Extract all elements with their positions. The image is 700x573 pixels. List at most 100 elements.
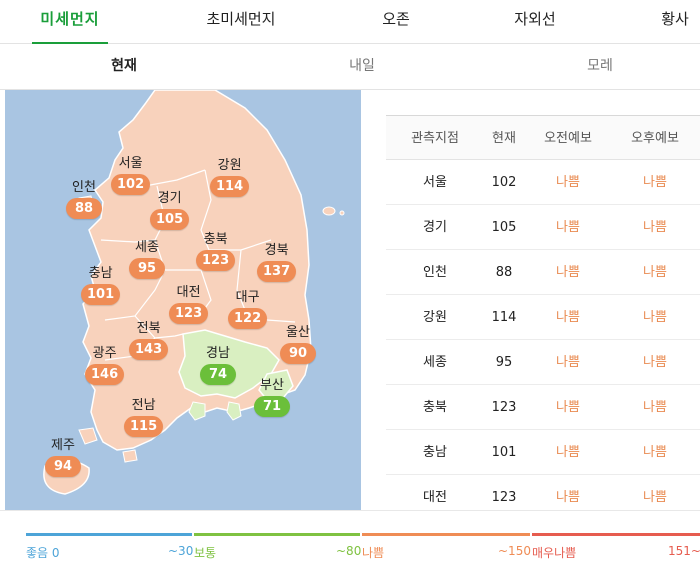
station-name: 서울 [423, 175, 447, 190]
aqi-legend: 좋음 0 ~30 보통 ~80 나쁨 ~150 매우나쁨 151~ [0, 510, 700, 573]
tab-fine-dust[interactable]: 미세먼지 [32, 0, 108, 45]
day-tabs: 현재 내일 모레 [0, 44, 700, 90]
sw-island-2 [122, 449, 138, 463]
dokdo-island [339, 210, 345, 216]
table-header: 관측지점 현재 오전예보 오후예보 [386, 115, 700, 160]
pm-forecast: 나쁨 [643, 175, 667, 190]
region-name: 강원 [217, 158, 242, 173]
legend-bad-label: 나쁨 [362, 546, 385, 560]
tab-tomorrow[interactable]: 내일 [349, 58, 375, 74]
legend-normal-range-end: ~80 [336, 544, 362, 558]
sw-island-1 [78, 427, 98, 445]
region-gangwon[interactable]: 강원 114 [210, 158, 250, 197]
pm-forecast: 나쁨 [643, 490, 667, 505]
current-value: 88 [495, 265, 513, 280]
region-value-badge: 94 [45, 456, 81, 477]
region-gyeongbuk[interactable]: 경북 137 [257, 243, 297, 282]
table-row: 서울 102 나쁨 나쁨 [386, 160, 700, 205]
tab-day-after-tomorrow[interactable]: 모레 [587, 58, 613, 74]
region-jeonbuk[interactable]: 전북 143 [129, 321, 169, 360]
region-value-badge: 105 [150, 209, 190, 230]
geoje-island [226, 401, 242, 421]
region-ulsan[interactable]: 울산 90 [280, 325, 316, 364]
am-forecast: 나쁨 [556, 175, 580, 190]
region-name: 제주 [51, 438, 75, 453]
tab-ultrafine-dust[interactable]: 초미세먼지 [206, 10, 276, 28]
station-table: 관측지점 현재 오전예보 오후예보 서울 102 나쁨 나쁨 경기 105 나쁨… [386, 115, 700, 508]
pm-forecast: 나쁨 [643, 265, 667, 280]
region-name: 울산 [286, 325, 310, 340]
current-value: 123 [491, 400, 517, 415]
am-forecast: 나쁨 [556, 445, 580, 460]
pm-forecast: 나쁨 [643, 310, 667, 325]
region-gyeonggi[interactable]: 경기 105 [150, 191, 190, 230]
am-forecast: 나쁨 [556, 355, 580, 370]
current-value: 101 [491, 445, 517, 460]
am-forecast: 나쁨 [556, 265, 580, 280]
station-name: 충북 [423, 400, 447, 415]
header-am-forecast: 오전예보 [544, 131, 592, 146]
region-seoul[interactable]: 서울 102 [111, 156, 151, 195]
station-name: 세종 [423, 355, 447, 370]
pm-forecast: 나쁨 [643, 220, 667, 235]
region-name: 부산 [260, 378, 284, 393]
legend-bar-normal [194, 533, 360, 536]
legend-good-label: 좋음 0 [26, 546, 60, 560]
table-row: 충북 123 나쁨 나쁨 [386, 385, 700, 430]
station-name: 충남 [423, 445, 447, 460]
region-value-badge: 115 [124, 416, 164, 437]
region-value-badge: 102 [111, 174, 151, 195]
table-row: 인천 88 나쁨 나쁨 [386, 250, 700, 295]
region-value-badge: 114 [210, 176, 250, 197]
tab-yellow-dust[interactable]: 황사 [661, 10, 689, 28]
region-name: 인천 [72, 180, 96, 195]
current-value: 102 [491, 175, 517, 190]
region-busan[interactable]: 부산 71 [254, 378, 290, 417]
region-name: 대전 [176, 285, 201, 300]
current-value: 95 [495, 355, 513, 370]
region-daejeon[interactable]: 대전 123 [169, 285, 209, 324]
region-jeonnam[interactable]: 전남 115 [124, 398, 164, 437]
region-value-badge: 123 [196, 250, 236, 271]
pm-forecast: 나쁨 [643, 400, 667, 415]
table-row: 대전 123 나쁨 나쁨 [386, 475, 700, 508]
region-incheon[interactable]: 인천 88 [66, 180, 102, 219]
header-station: 관측지점 [411, 131, 459, 146]
region-sejong[interactable]: 세종 95 [129, 240, 165, 279]
station-name: 대전 [423, 490, 447, 505]
legend-bar-good [26, 533, 192, 536]
current-value: 105 [491, 220, 517, 235]
am-forecast: 나쁨 [556, 310, 580, 325]
tab-uv[interactable]: 자외선 [514, 10, 556, 28]
legend-normal-label: 보통 [194, 546, 217, 560]
region-name: 경남 [206, 346, 230, 361]
region-value-badge: 122 [228, 308, 268, 329]
region-gyeongnam[interactable]: 경남 74 [200, 346, 236, 385]
namhae-island [188, 401, 206, 421]
region-daegu[interactable]: 대구 122 [228, 290, 268, 329]
station-name: 인천 [423, 265, 447, 280]
region-name: 충북 [203, 232, 228, 247]
region-name: 전남 [131, 398, 156, 413]
region-value-badge: 146 [85, 364, 125, 385]
table-row: 경기 105 나쁨 나쁨 [386, 205, 700, 250]
region-value-badge: 88 [66, 198, 102, 219]
korea-map: 서울 102 인천 88 강원 114 경기 105 세종 95 충북 123 … [5, 90, 361, 510]
region-gwangju[interactable]: 광주 146 [85, 346, 125, 385]
legend-very-bad-range-end: 151~ [668, 544, 700, 558]
current-value: 123 [491, 490, 517, 505]
header-pm-forecast: 오후예보 [631, 131, 679, 146]
tab-now[interactable]: 현재 [111, 58, 137, 74]
region-chungnam[interactable]: 충남 101 [81, 266, 121, 305]
tab-ozone[interactable]: 오존 [382, 10, 410, 28]
region-value-badge: 71 [254, 396, 290, 417]
region-chungbuk[interactable]: 충북 123 [196, 232, 236, 271]
pollutant-tabs: 미세먼지 초미세먼지 오존 자외선 황사 [0, 0, 700, 45]
region-value-badge: 95 [129, 258, 165, 279]
current-value: 114 [491, 310, 517, 325]
table-row: 세종 95 나쁨 나쁨 [386, 340, 700, 385]
region-name: 광주 [92, 346, 117, 361]
table-row: 충남 101 나쁨 나쁨 [386, 430, 700, 475]
region-jeju[interactable]: 제주 94 [45, 438, 81, 477]
legend-bar-very-bad [532, 533, 700, 536]
